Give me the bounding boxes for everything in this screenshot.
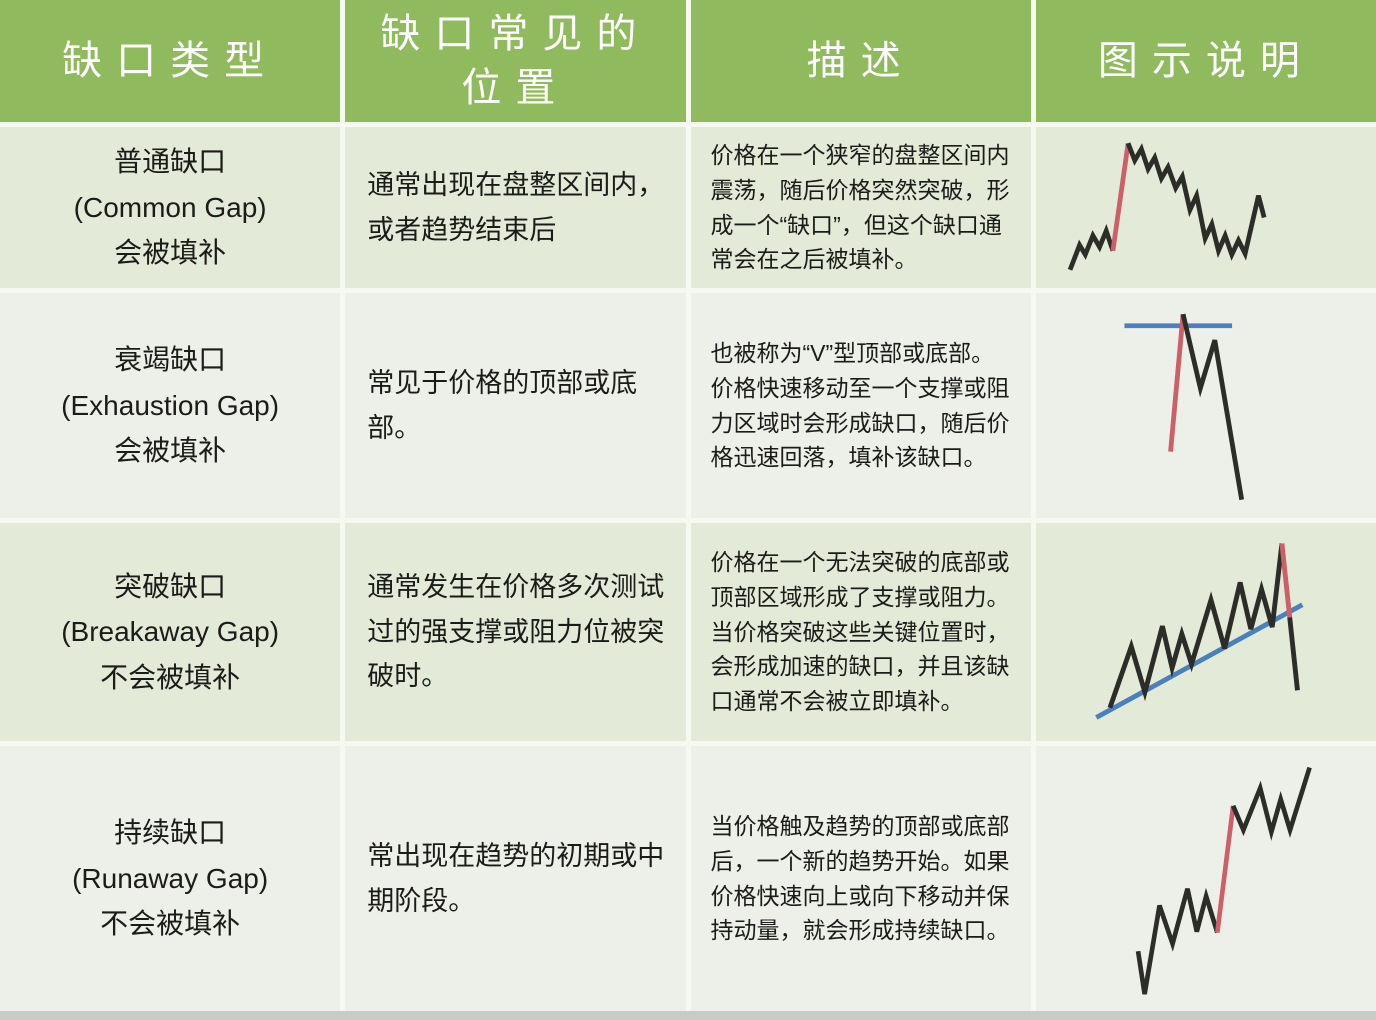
common-gap-chart: [1035, 127, 1376, 288]
header-illustration: 图示说明: [1035, 0, 1376, 122]
common-gap-type-cell: 普通缺口 (Common Gap) 会被填补: [0, 127, 341, 288]
breakaway-gap-location-cell: 通常发生在价格多次测试过的强支撑或阻力位被突破时。: [345, 523, 686, 741]
exhaustion-gap-location-cell: 常见于价格的顶部或底部。: [345, 293, 686, 518]
runaway-gap-type-cell: 持续缺口 (Runaway Gap) 不会被填补: [0, 746, 341, 1011]
breakaway-gap-chart: [1035, 523, 1376, 741]
exhaustion-gap-chart: [1035, 293, 1376, 518]
runaway-gap-location-cell: 常出现在趋势的初期或中期阶段。: [345, 746, 686, 1011]
gap-type-english: (Common Gap): [73, 191, 267, 223]
gap-description-text: 价格在一个无法突破的底部或顶部区域形成了支撑或阻力。当价格突破这些关键位置时，会…: [710, 548, 1010, 715]
gap-location-text: 常见于价格的顶部或底部。: [367, 367, 638, 443]
gap-description-text: 也被称为“V”型顶部或底部。价格快速移动至一个支撑或阻力区域时会形成缺口，随后价…: [710, 339, 1010, 471]
gap-description-text: 价格在一个狭窄的盘整区间内震荡，随后价格突然突破，形成一个“缺口”，但这个缺口通…: [710, 141, 1010, 273]
gap-type-name: 突破缺口: [114, 570, 227, 602]
breakaway-gap-type-cell: 突破缺口 (Breakaway Gap) 不会被填补: [0, 523, 341, 741]
runaway-gap-description-cell: 当价格触及趋势的顶部或底部后，一个新的趋势开始。如果价格快速向上或向下移动并保持…: [690, 746, 1031, 1011]
gap-type-name: 普通缺口: [114, 146, 227, 178]
common-gap-description-cell: 价格在一个狭窄的盘整区间内震荡，随后价格突然突破，形成一个“缺口”，但这个缺口通…: [690, 127, 1031, 288]
gap-location-text: 通常发生在价格多次测试过的强支撑或阻力位被突破时。: [367, 572, 665, 692]
gap-fill-status: 不会被填补: [100, 661, 241, 693]
exhaustion-gap-description-cell: 也被称为“V”型顶部或底部。价格快速移动至一个支撑或阻力区域时会形成缺口，随后价…: [690, 293, 1031, 518]
gap-fill-status: 会被填补: [114, 435, 227, 467]
gap-location-text: 通常出现在盘整区间内，或者趋势结束后: [367, 169, 665, 245]
gap-fill-status: 不会被填补: [100, 908, 241, 940]
gap-type-name: 衰竭缺口: [114, 344, 227, 376]
header-gap-type: 缺口类型: [0, 0, 341, 122]
gap-type-english: (Runaway Gap): [72, 862, 269, 894]
gap-type-english: (Breakaway Gap): [61, 616, 280, 648]
exhaustion-gap-type-cell: 衰竭缺口 (Exhaustion Gap) 会被填补: [0, 293, 341, 518]
header-description: 描述: [690, 0, 1031, 122]
header-gap-location: 缺口常见的位置: [345, 0, 686, 122]
gap-description-text: 当价格触及趋势的顶部或底部后，一个新的趋势开始。如果价格快速向上或向下移动并保持…: [710, 812, 1010, 944]
gap-fill-status: 会被填补: [114, 237, 227, 269]
common-gap-location-cell: 通常出现在盘整区间内，或者趋势结束后: [345, 127, 686, 288]
gap-type-name: 持续缺口: [114, 817, 227, 849]
runaway-gap-chart: [1035, 746, 1376, 1011]
gap-location-text: 常出现在趋势的初期或中期阶段。: [367, 840, 665, 916]
breakaway-gap-description-cell: 价格在一个无法突破的底部或顶部区域形成了支撑或阻力。当价格突破这些关键位置时，会…: [690, 523, 1031, 741]
gap-type-english: (Exhaustion Gap): [61, 389, 280, 421]
bottom-edge-bar: [0, 1011, 1376, 1020]
